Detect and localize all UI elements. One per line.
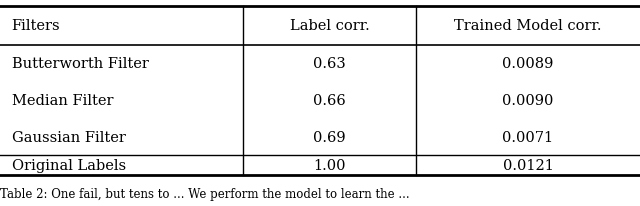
- Text: Table 2: One fail, but tens to ... We perform the model to learn the ...: Table 2: One fail, but tens to ... We pe…: [0, 187, 410, 200]
- Text: Trained Model corr.: Trained Model corr.: [454, 19, 602, 33]
- Text: 0.66: 0.66: [313, 94, 346, 107]
- Text: Butterworth Filter: Butterworth Filter: [12, 57, 148, 71]
- Text: Median Filter: Median Filter: [12, 94, 113, 107]
- Text: 0.0121: 0.0121: [502, 158, 554, 172]
- Text: Filters: Filters: [12, 19, 60, 33]
- Text: Gaussian Filter: Gaussian Filter: [12, 130, 125, 144]
- Text: 0.63: 0.63: [313, 57, 346, 71]
- Text: 0.69: 0.69: [314, 130, 346, 144]
- Text: 0.0071: 0.0071: [502, 130, 554, 144]
- Text: 0.0090: 0.0090: [502, 94, 554, 107]
- Text: Label corr.: Label corr.: [290, 19, 369, 33]
- Text: 1.00: 1.00: [314, 158, 346, 172]
- Text: 0.0089: 0.0089: [502, 57, 554, 71]
- Text: Original Labels: Original Labels: [12, 158, 125, 172]
